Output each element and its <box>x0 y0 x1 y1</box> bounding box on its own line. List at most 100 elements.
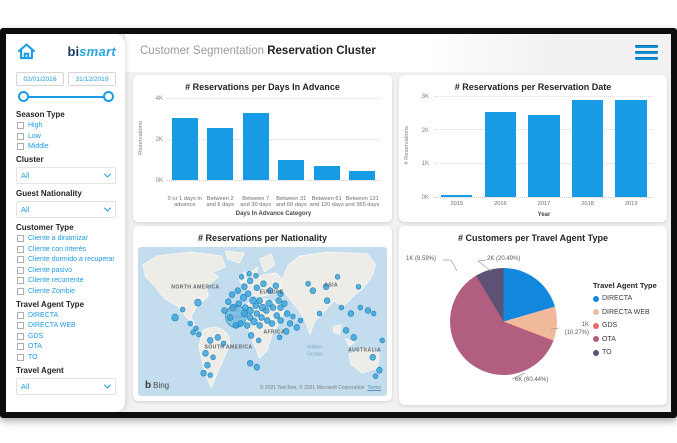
bar[interactable] <box>171 118 198 180</box>
checkbox[interactable] <box>17 256 24 263</box>
map-bubble[interactable] <box>293 324 300 331</box>
map-bubble[interactable] <box>225 298 232 305</box>
map-bubble[interactable] <box>347 310 355 317</box>
map-bubble[interactable] <box>309 287 317 294</box>
map-bubble[interactable] <box>220 340 227 347</box>
checkbox[interactable] <box>17 311 24 319</box>
map-bubble[interactable] <box>357 304 364 311</box>
map-bubble[interactable] <box>266 287 274 294</box>
legend-item-ota[interactable]: OTA <box>593 336 657 343</box>
pie-chart[interactable] <box>450 268 557 375</box>
checkbox[interactable] <box>17 287 24 295</box>
map-bubble[interactable] <box>235 300 242 307</box>
map-bubble[interactable] <box>273 312 280 319</box>
bar[interactable] <box>278 159 305 180</box>
date-from-input[interactable]: 02/01/2016 <box>16 72 64 86</box>
guest-nationality-dropdown[interactable]: All <box>16 201 116 218</box>
map-bubble[interactable] <box>260 280 267 288</box>
season-option-low[interactable]: Low <box>17 132 116 140</box>
map-bubble[interactable] <box>249 296 257 305</box>
map-bubble[interactable] <box>244 322 251 329</box>
map-bubble[interactable] <box>253 310 260 317</box>
map-bubble[interactable] <box>284 310 291 317</box>
map-bubble[interactable] <box>277 317 284 324</box>
legend-item-directa[interactable]: DIRECTA <box>593 295 657 302</box>
map-bubble[interactable] <box>323 283 330 291</box>
checkbox[interactable] <box>17 332 24 340</box>
map-bubble[interactable] <box>316 310 323 317</box>
map-bubble[interactable] <box>241 283 248 291</box>
bar[interactable] <box>571 99 604 197</box>
map-bubble[interactable] <box>246 306 254 315</box>
bing-logo[interactable]: b Bing <box>145 380 170 391</box>
terms-link[interactable]: Terms <box>367 385 381 391</box>
map-bubble[interactable] <box>240 309 249 318</box>
map-bubble[interactable] <box>210 354 216 361</box>
season-option-middle[interactable]: Middle <box>17 143 116 150</box>
map-bubble[interactable] <box>350 334 357 341</box>
map-bubble[interactable] <box>253 284 260 292</box>
agent-type-option-directa-web[interactable]: DIRECTA WEB <box>17 322 116 329</box>
checkbox[interactable] <box>17 143 24 150</box>
map-bubble[interactable] <box>338 304 345 311</box>
map-bubble[interactable] <box>247 277 254 285</box>
bar[interactable] <box>207 128 234 180</box>
map-bubble[interactable] <box>228 291 236 298</box>
map-bubble[interactable] <box>234 287 241 294</box>
map-bubble[interactable] <box>250 317 258 326</box>
map-bubble[interactable] <box>371 310 377 317</box>
map-bubble[interactable] <box>256 337 262 344</box>
map-bubble[interactable] <box>290 313 296 320</box>
map-bubble[interactable] <box>247 359 254 367</box>
map-bubble[interactable] <box>256 297 263 304</box>
map-bubble[interactable] <box>246 271 252 277</box>
map-bubble[interactable] <box>196 331 202 338</box>
world-map[interactable]: NORTH AMERICA EUROPE ASIA AFRICA SOUTH AMERI… <box>138 247 387 396</box>
legend-item-gds[interactable]: GDS <box>593 322 657 329</box>
season-option-high[interactable]: High <box>17 122 116 129</box>
bar[interactable] <box>441 195 473 197</box>
checkbox[interactable] <box>17 322 24 329</box>
map-bubble[interactable] <box>200 369 207 377</box>
map-bubble[interactable] <box>286 320 294 327</box>
map-bubble[interactable] <box>171 313 179 322</box>
checkbox[interactable] <box>17 132 24 140</box>
legend-item-to[interactable]: TO <box>593 349 657 356</box>
map-bubble[interactable] <box>334 274 341 280</box>
customer-option-dinamizar[interactable]: Cliente a dinamizar <box>17 235 116 242</box>
map-bubble[interactable] <box>247 332 255 339</box>
map-bubble[interactable] <box>276 334 283 341</box>
map-bubble[interactable] <box>277 304 284 311</box>
map-bubble[interactable] <box>180 306 186 313</box>
checkbox[interactable] <box>17 122 24 129</box>
map-bubble[interactable] <box>379 337 385 344</box>
bar[interactable] <box>615 99 647 197</box>
map-bubble[interactable] <box>252 302 259 309</box>
map-bubble[interactable] <box>297 317 304 324</box>
map-bubble[interactable] <box>194 298 202 307</box>
map-bubble[interactable] <box>277 290 284 297</box>
checkbox[interactable] <box>17 266 24 274</box>
slider-handle-right[interactable] <box>103 91 114 102</box>
legend-item-directa-web[interactable]: DIRECTA WEB <box>593 309 657 316</box>
bar[interactable] <box>528 115 560 197</box>
map-bubble[interactable] <box>323 297 331 304</box>
travel-agent-dropdown[interactable]: All <box>16 377 116 395</box>
map-bubble[interactable] <box>364 307 372 314</box>
map-bubble[interactable] <box>227 314 234 321</box>
map-bubble[interactable] <box>268 320 276 327</box>
map-bubble[interactable] <box>305 280 311 287</box>
checkbox[interactable] <box>17 277 24 284</box>
date-to-input[interactable]: 31/12/2019 <box>68 72 116 86</box>
map-bubble[interactable] <box>269 304 277 311</box>
bar[interactable] <box>349 171 376 180</box>
customer-option-recurrente[interactable]: Cliente recurrente <box>17 277 116 284</box>
map-bubble[interactable] <box>190 329 196 336</box>
map-bubble[interactable] <box>281 300 288 307</box>
map-bubble[interactable] <box>369 353 376 361</box>
hamburger-menu-icon[interactable] <box>635 45 658 60</box>
customer-option-zombie[interactable]: Cliente Zombie <box>17 287 116 295</box>
cluster-dropdown[interactable]: All <box>16 167 116 184</box>
agent-type-option-directa[interactable]: DIRECTA <box>17 311 116 319</box>
map-bubble[interactable] <box>245 290 252 297</box>
